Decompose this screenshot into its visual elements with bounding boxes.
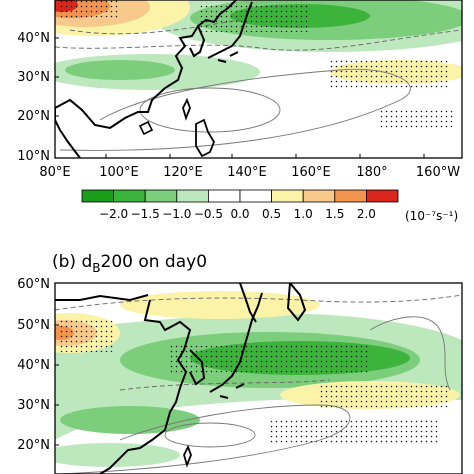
colorbar-tick-label: −1.0: [162, 207, 191, 221]
lon-label: 100°E: [99, 165, 139, 180]
lat-label: 60°N: [17, 277, 50, 292]
lat-label: 50°N: [17, 318, 50, 333]
lat-label: 40°N: [17, 358, 50, 373]
anomaly-negative-band: [55, 443, 180, 467]
colorbar-tick-label: 1.5: [325, 207, 344, 221]
colorbar-tick-label: −0.5: [194, 207, 223, 221]
colorbar-box: [207, 189, 241, 203]
colorbar-box: [81, 189, 115, 203]
korea-peninsula: [189, 25, 206, 58]
taiwan-outline: [183, 444, 192, 468]
panel-a-lat-labels: 40°N 30°N 20°N 10°N: [17, 31, 50, 164]
panel-a-frame: [54, 0, 463, 159]
colorbar-box: [239, 189, 273, 203]
colorbar-tick-label: 1.0: [294, 207, 313, 221]
anomaly-negative-band: [65, 60, 175, 80]
colorbar-box: [271, 189, 304, 203]
japan-outline: [209, 292, 263, 399]
coastline: [55, 294, 192, 474]
anomaly-positive-band: [120, 291, 320, 319]
coastline: [55, 108, 81, 158]
lat-label: 20°N: [17, 109, 50, 124]
panel-b-frame: [54, 282, 463, 474]
lat-label: 30°N: [17, 398, 50, 413]
lat-label: 20°N: [17, 438, 50, 453]
colorbar-box: [176, 189, 209, 203]
colorbar-tick-label: −2.0: [99, 207, 128, 221]
lon-label: 180°: [356, 165, 387, 180]
taiwan-outline: [182, 97, 191, 121]
lon-label: 160°E: [291, 165, 331, 180]
hainan-outline: [138, 120, 154, 136]
colorbar-ticks: −2.0 −1.5 −1.0 −0.5 0.0 0.5 1.0 1.5 2.0: [99, 207, 376, 221]
lon-label: 120°E: [163, 165, 203, 180]
lat-label: 40°N: [17, 31, 50, 46]
colorbar-box: [334, 189, 367, 203]
lat-label: 30°N: [17, 70, 50, 85]
lon-label: 160°W: [416, 165, 460, 180]
colorbar-tick-label: 2.0: [357, 207, 376, 221]
korea-peninsula: [189, 349, 206, 386]
colorbar-tick-label: −1.5: [131, 207, 160, 221]
panel-b-lat-labels: 60°N 50°N 40°N 30°N 20°N: [17, 277, 50, 453]
kamchatka-outline: [286, 283, 307, 322]
colorbar-box: [113, 189, 146, 203]
colorbar-tick-label: 0.5: [262, 207, 281, 221]
colorbar-tick-label: 0.0: [230, 207, 249, 221]
colorbar-box: [302, 189, 336, 203]
lon-label: 140°E: [227, 165, 267, 180]
philippines-outline: [195, 118, 216, 158]
lon-label: 80°E: [39, 165, 70, 180]
colorbar-boxes: [81, 189, 399, 203]
lat-label: 10°N: [17, 149, 50, 164]
panel-a-map: [55, 0, 462, 158]
panel-b-title: (b) dB200 on day0: [52, 252, 207, 275]
japan-outline: [207, 1, 253, 63]
colorbar: −2.0 −1.5 −1.0 −0.5 0.0 0.5 1.0 1.5 2.0 (10⁻⁷s⁻¹…: [81, 189, 458, 223]
sakhalin-outline: [239, 283, 257, 323]
colorbar-units: (10⁻⁷s⁻¹): [405, 209, 458, 223]
panel-a-lon-labels: 80°E 100°E 120°E 140°E 160°E 180° 160°W: [39, 165, 460, 180]
colorbar-box: [144, 189, 178, 203]
colorbar-box: [365, 189, 399, 203]
panel-b-map: [55, 283, 462, 474]
coastline: [55, 0, 237, 130]
anomaly-negative-band: [60, 406, 200, 434]
